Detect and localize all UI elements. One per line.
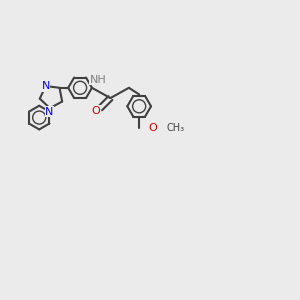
Text: N: N [45, 106, 54, 117]
Text: O: O [92, 106, 100, 116]
Text: NH: NH [90, 75, 107, 85]
Text: CH₃: CH₃ [166, 123, 184, 134]
Text: N: N [41, 81, 50, 91]
Text: O: O [148, 123, 157, 134]
